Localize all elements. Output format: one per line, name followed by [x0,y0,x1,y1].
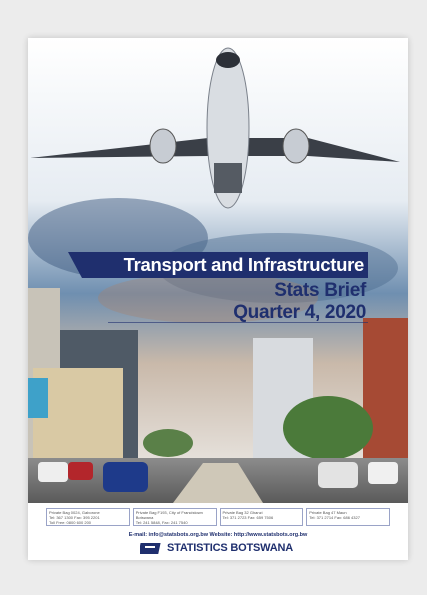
building [363,318,408,478]
car [68,462,93,480]
tree [283,396,373,460]
building [28,378,48,418]
logo-stripe [145,546,155,548]
office-box: Private Bag F193, City of Francistown Bo… [133,508,217,526]
car [368,462,398,484]
page: html, body { margin: 0; padding: 0; } bo… [0,0,427,595]
cover-subtitle: Stats Brief [66,280,366,302]
cover-period: Quarter 4, 2020 [66,302,366,324]
cover-title: Transport and Infrastructure [68,252,364,278]
plane-gear [214,163,242,193]
car [38,462,68,482]
body: Transport and Infrastructure Stats Brief… [0,0,427,595]
rule [108,322,368,323]
plane-engine [283,129,309,163]
plane-cockpit [216,52,240,68]
publisher: STATISTICS BOTSWANA [167,542,293,554]
office-line: Tel: 371 2723 Fax: 659 7506 [223,515,301,520]
car [103,462,148,492]
plane-engine [150,129,176,163]
tree [143,429,193,457]
office-line: Toll Free: 0800 600 200 [49,520,127,525]
office-line: Tel: 371 2714 Fax: 686 4327 [309,515,387,520]
car [318,462,358,488]
office-line: Tel: 241 5848, Fax: 241 7540 [136,520,214,525]
logo-icon [140,541,162,555]
cover-sheet: Transport and Infrastructure Stats Brief… [28,38,408,560]
contact: E-mail: info@statsbots.org.bw Website: h… [28,532,408,538]
logo-mark [140,543,161,554]
logo: STATISTICS BOTSWANA [140,541,293,555]
office-line: Private Bag F193, City of Francistown Bo… [136,510,214,520]
